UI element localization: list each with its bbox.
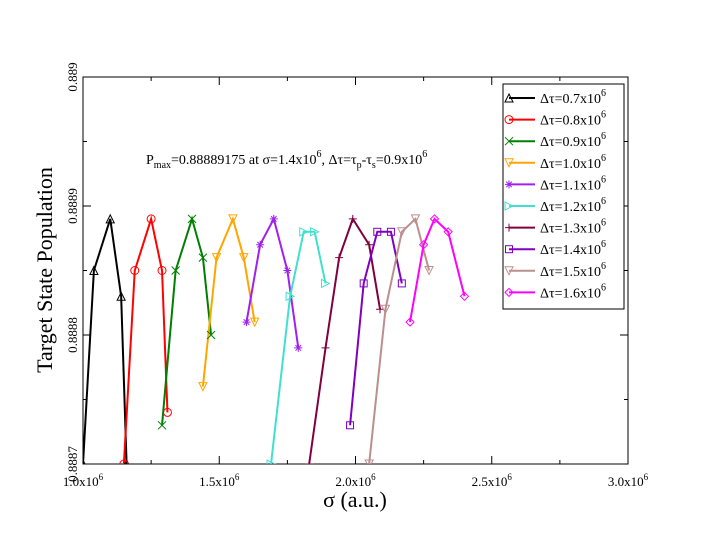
- legend-label: Δτ=1.2x106: [540, 196, 606, 215]
- legend-label: Δτ=0.9x106: [540, 131, 606, 150]
- legend-marker: [504, 201, 515, 211]
- data-point: [418, 239, 429, 250]
- y-tick-label: 0.8889: [65, 188, 80, 224]
- y-tick-label: 0.8887: [65, 446, 80, 482]
- series-layer: [83, 214, 466, 464]
- data-point: [299, 226, 309, 237]
- series-line-4: [201, 215, 256, 387]
- data-point: [364, 459, 374, 464]
- data-point: [380, 304, 391, 315]
- legend-marker: [504, 287, 514, 298]
- data-point: [376, 305, 385, 314]
- legend-label: Δτ=1.5x106: [540, 261, 606, 280]
- data-point: [89, 265, 99, 275]
- legend-marker: [504, 266, 514, 276]
- series-line-10: [409, 217, 466, 323]
- legend-marker: [505, 245, 513, 254]
- data-point: [443, 227, 453, 237]
- data-point: [116, 291, 126, 301]
- data-point: [405, 317, 415, 327]
- x-axis-label: σ (a.u.): [323, 487, 387, 512]
- legend-marker: [505, 223, 513, 232]
- data-point: [285, 291, 296, 302]
- data-point: [410, 214, 421, 225]
- series-line-5: [245, 216, 300, 349]
- legend-marker: [504, 115, 514, 125]
- legend-marker: [504, 136, 514, 146]
- data-point: [130, 266, 140, 275]
- y-axis-label: Target State Population: [32, 167, 57, 373]
- data-point: [249, 317, 260, 328]
- legend-marker: [505, 180, 513, 189]
- data-point: [348, 214, 357, 223]
- data-point: [283, 266, 292, 275]
- legend-marker: [504, 92, 514, 103]
- data-point: [198, 253, 208, 262]
- legend-label: Δτ=0.8x106: [540, 110, 606, 129]
- data-point: [386, 227, 395, 236]
- data-point: [346, 421, 355, 430]
- data-point: [228, 214, 238, 225]
- data-point: [211, 253, 222, 263]
- data-point: [397, 279, 406, 288]
- data-point: [459, 291, 470, 302]
- legend-label: Δτ=1.3x106: [540, 218, 606, 237]
- x-tick-label: 2.0x106: [335, 472, 376, 489]
- series-line-1: [83, 218, 128, 464]
- data-point: [305, 460, 314, 464]
- markers-layer: [83, 213, 470, 464]
- data-point: [256, 240, 265, 249]
- data-point: [335, 253, 344, 262]
- data-point: [424, 266, 434, 276]
- data-point: [310, 226, 320, 237]
- data-point: [105, 213, 116, 224]
- pmax-annotation: Pmax=0.88889175 at σ=1.4x106, Δτ=τp-τs=0…: [146, 149, 427, 171]
- x-tick-label: 1.5x106: [199, 472, 240, 489]
- data-point: [429, 214, 440, 224]
- data-point: [321, 343, 330, 352]
- legend-label: Δτ=1.4x106: [540, 239, 606, 258]
- legend-label: Δτ=0.7x106: [540, 88, 606, 107]
- axis-ticks: 1.0x106 1.5x106 2.0x106 2.5x106 3.0x106 0.888…: [63, 62, 649, 489]
- legend: Δτ=0.7x106 Δτ=0.8x106 Δτ=0.9x106 Δτ=1.0x106…: [502, 83, 625, 310]
- data-point: [321, 278, 331, 289]
- series-line-3: [161, 215, 213, 426]
- series-line-6: [270, 230, 327, 464]
- data-point: [266, 459, 277, 464]
- y-tick-label: 0.8888: [65, 317, 80, 353]
- y-tick-label: 0.889: [65, 62, 80, 91]
- data-point: [397, 227, 407, 237]
- x-tick-label: 1.0x106: [63, 472, 104, 489]
- data-point: [359, 279, 368, 288]
- legend-label: Δτ=1.1x106: [540, 174, 606, 193]
- data-point: [294, 343, 303, 352]
- data-point: [198, 382, 208, 392]
- data-point: [119, 459, 129, 464]
- data-point: [146, 214, 156, 224]
- legend-marker: [504, 158, 514, 168]
- legend-label: Δτ=1.0x106: [540, 153, 606, 172]
- legend-label: Δτ=1.6x106: [540, 282, 606, 301]
- data-point: [373, 227, 382, 236]
- x-tick-label: 3.0x106: [608, 472, 649, 489]
- data-point: [157, 266, 167, 275]
- data-point: [242, 318, 251, 327]
- x-tick-label: 2.5x106: [472, 472, 513, 489]
- data-point: [162, 407, 172, 417]
- data-point: [269, 214, 278, 223]
- data-point: [238, 253, 249, 263]
- series-line-9: [368, 217, 431, 464]
- series-line-2: [122, 214, 169, 464]
- data-point: [187, 214, 197, 224]
- data-point: [157, 420, 167, 430]
- data-point: [365, 240, 374, 249]
- series-line-8: [349, 230, 403, 426]
- data-point: [206, 330, 216, 340]
- data-point: [171, 266, 181, 275]
